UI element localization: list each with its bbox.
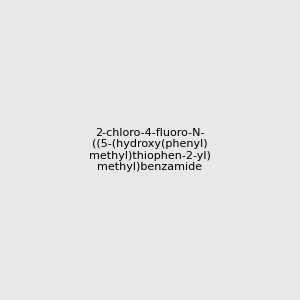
Text: 2-chloro-4-fluoro-N-
((5-(hydroxy(phenyl)
methyl)thiophen-2-yl)
methyl)benzamide: 2-chloro-4-fluoro-N- ((5-(hydroxy(phenyl… bbox=[89, 128, 211, 172]
